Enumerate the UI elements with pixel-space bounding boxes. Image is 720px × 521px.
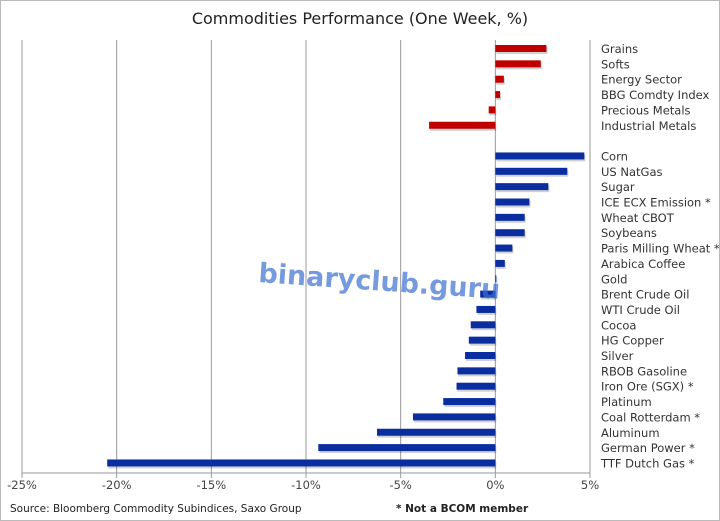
source-note: Source: Bloomberg Commodity Subindices, …	[10, 503, 302, 515]
category-label: German Power *	[601, 441, 695, 455]
category-label: RBOB Gasoline	[601, 364, 687, 378]
x-tick-label: -15%	[196, 478, 226, 492]
x-tick-label: -5%	[389, 478, 411, 492]
bar-aluminum	[377, 428, 496, 436]
category-label: Brent Crude Oil	[601, 288, 689, 302]
bar-hg-copper	[468, 336, 496, 344]
bar-platinum	[443, 398, 496, 406]
bar-us-natgas	[495, 167, 568, 175]
bar-german-power	[318, 444, 496, 452]
category-label: HG Copper	[601, 334, 664, 348]
bar-bbg-comdty-index	[495, 91, 501, 99]
bar-industrial-metals	[429, 121, 496, 129]
bar-coal-rotterdam	[412, 413, 496, 421]
bar-softs	[495, 60, 541, 68]
x-tick-label: -10%	[291, 478, 321, 492]
category-label: Platinum	[601, 395, 652, 409]
category-label: Gold	[601, 272, 627, 286]
category-label: Wheat CBOT	[601, 211, 675, 225]
bar-ice-ecx-emission	[495, 198, 530, 206]
bar-ttf-dutch-gas	[107, 459, 496, 467]
bar-gold	[495, 275, 497, 283]
category-label: Soybeans	[601, 226, 657, 240]
bar-arabica-coffee	[495, 259, 505, 267]
category-label: Corn	[601, 149, 628, 163]
bar-corn	[495, 152, 585, 160]
bar-precious-metals	[488, 106, 496, 114]
category-label: Softs	[601, 57, 630, 71]
bar-shadow	[496, 277, 498, 285]
x-tick-label: -25%	[7, 478, 37, 492]
bar-wti-crude-oil	[476, 305, 496, 313]
bar-grains	[495, 45, 547, 52]
category-label: Sugar	[601, 180, 635, 194]
category-label: US NatGas	[601, 165, 662, 179]
bar-wheat-cbot	[495, 213, 525, 221]
category-label: Precious Metals	[601, 103, 691, 117]
category-label: Cocoa	[601, 318, 636, 332]
category-label: Paris Milling Wheat *	[601, 242, 720, 256]
category-label: Grains	[601, 42, 638, 56]
category-label: Coal Rotterdam *	[601, 410, 700, 424]
category-label: Arabica Coffee	[601, 257, 685, 271]
category-label: Industrial Metals	[601, 119, 696, 133]
x-tick-label: -20%	[102, 478, 132, 492]
bar-cocoa	[470, 321, 496, 329]
x-tick-label: 5%	[581, 478, 599, 492]
category-label: Iron Ore (SGX) *	[601, 380, 694, 394]
bcom-footnote: * Not a BCOM member	[396, 503, 529, 515]
category-label: TTF Dutch Gas *	[600, 456, 695, 470]
x-tick-label: 0%	[486, 478, 504, 492]
bar-iron-ore-sgx	[456, 382, 496, 390]
bar-energy-sector	[495, 75, 504, 83]
category-label: Aluminum	[601, 426, 660, 440]
category-label: WTI Crude Oil	[601, 303, 680, 317]
bar-sugar	[495, 183, 549, 191]
bar-silver	[465, 352, 496, 359]
category-label: Silver	[601, 349, 634, 363]
category-label: ICE ECX Emission *	[601, 196, 711, 210]
bar-soybeans	[495, 229, 525, 237]
category-label: BBG Comdty Index	[601, 88, 710, 102]
chart-title: Commodities Performance (One Week, %)	[192, 9, 528, 28]
bar-brent-crude-oil	[480, 290, 496, 298]
bar-rbob-gasoline	[457, 367, 496, 375]
category-label: Energy Sector	[601, 73, 682, 87]
bar-paris-milling-wheat	[495, 244, 513, 252]
